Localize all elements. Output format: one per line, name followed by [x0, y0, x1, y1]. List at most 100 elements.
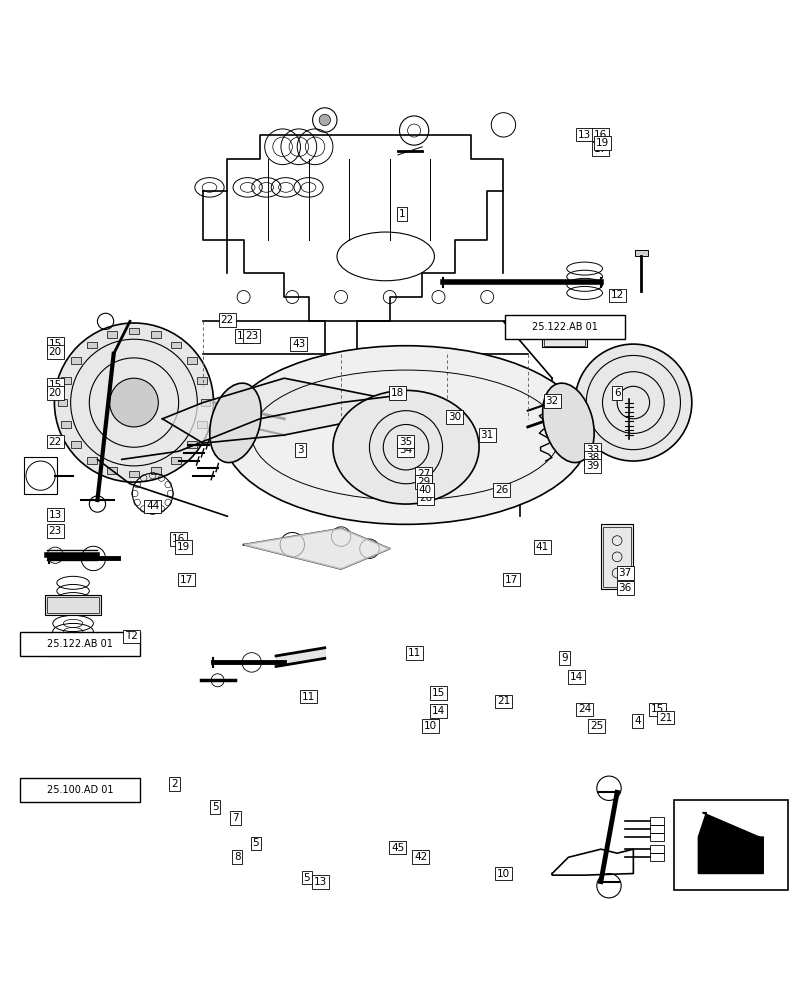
Text: 41: 41: [535, 542, 548, 552]
Text: 29: 29: [417, 477, 430, 487]
Bar: [20, 778, 140, 802]
Bar: [649, 833, 663, 841]
Text: 25.122.AB 01: 25.122.AB 01: [531, 322, 598, 332]
Text: 7: 7: [232, 813, 238, 823]
Text: 11: 11: [302, 692, 315, 702]
Polygon shape: [243, 528, 389, 569]
Text: 17: 17: [180, 575, 193, 585]
Bar: [45, 636, 101, 656]
Text: 6: 6: [613, 388, 620, 398]
Text: 38: 38: [586, 453, 599, 463]
Bar: [61, 421, 71, 428]
Bar: [45, 595, 101, 615]
Text: 1: 1: [398, 209, 405, 219]
Bar: [551, 420, 572, 435]
Text: 16: 16: [172, 534, 185, 544]
FancyBboxPatch shape: [673, 800, 787, 890]
Polygon shape: [162, 378, 406, 443]
Bar: [20, 632, 140, 656]
Bar: [58, 399, 67, 406]
Bar: [107, 331, 117, 338]
Text: 23: 23: [245, 331, 258, 341]
Text: 12: 12: [610, 290, 623, 300]
Bar: [187, 441, 196, 448]
Text: T2: T2: [125, 631, 138, 641]
Text: 14: 14: [569, 672, 582, 682]
Text: 25.122.AB 01: 25.122.AB 01: [47, 639, 114, 649]
Bar: [71, 441, 81, 448]
Bar: [61, 377, 71, 384]
Text: 26: 26: [495, 485, 508, 495]
Text: 30: 30: [448, 412, 461, 422]
Bar: [649, 817, 663, 825]
Text: 10: 10: [423, 721, 436, 731]
Text: 14: 14: [237, 331, 250, 341]
Bar: [107, 467, 117, 474]
Text: 11: 11: [407, 648, 420, 658]
Ellipse shape: [209, 383, 261, 463]
Text: 13: 13: [49, 510, 62, 520]
Text: 22: 22: [49, 437, 62, 447]
Text: 2: 2: [171, 779, 178, 789]
Bar: [87, 457, 97, 464]
Text: 16: 16: [594, 130, 607, 140]
Polygon shape: [697, 813, 762, 874]
Text: 37: 37: [618, 568, 631, 578]
Bar: [649, 845, 663, 853]
Bar: [200, 399, 210, 406]
Text: 31: 31: [480, 430, 493, 440]
Text: 15: 15: [49, 380, 62, 390]
Bar: [504, 315, 624, 339]
Bar: [129, 328, 139, 334]
Text: 10: 10: [496, 869, 509, 879]
Bar: [151, 467, 161, 474]
Circle shape: [54, 323, 213, 482]
Text: 15: 15: [650, 704, 663, 714]
Bar: [47, 597, 99, 613]
Bar: [542, 331, 586, 347]
Bar: [197, 377, 207, 384]
Text: 18: 18: [391, 388, 404, 398]
Bar: [171, 342, 181, 348]
Bar: [543, 333, 585, 346]
Text: 13: 13: [577, 130, 590, 140]
Ellipse shape: [333, 390, 478, 504]
Text: 25: 25: [590, 721, 603, 731]
Bar: [634, 250, 647, 256]
Bar: [87, 342, 97, 348]
Text: 5: 5: [303, 873, 310, 883]
Text: 19: 19: [595, 138, 608, 148]
Bar: [71, 357, 81, 364]
Text: 20: 20: [49, 347, 62, 357]
Bar: [129, 471, 139, 477]
Text: 5: 5: [212, 802, 218, 812]
Text: 39: 39: [586, 461, 599, 471]
Text: 34: 34: [399, 445, 412, 455]
Text: 45: 45: [391, 843, 404, 853]
Text: 21: 21: [659, 713, 672, 723]
Text: 21: 21: [496, 696, 509, 706]
Bar: [649, 853, 663, 861]
Bar: [151, 331, 161, 338]
Text: 36: 36: [618, 583, 631, 593]
Text: 27: 27: [417, 469, 430, 479]
Text: 9: 9: [560, 653, 567, 663]
Text: 23: 23: [49, 526, 62, 536]
Circle shape: [319, 114, 330, 126]
Text: 40: 40: [418, 485, 431, 495]
Bar: [551, 453, 572, 468]
Text: 15: 15: [431, 688, 444, 698]
Text: 17: 17: [594, 144, 607, 154]
Text: 14: 14: [431, 706, 444, 716]
Ellipse shape: [542, 383, 594, 463]
Text: 5: 5: [252, 838, 259, 848]
Ellipse shape: [223, 346, 588, 524]
Bar: [600, 524, 633, 589]
Text: 8: 8: [234, 852, 240, 862]
Text: 20: 20: [49, 388, 62, 398]
Bar: [187, 357, 196, 364]
Text: 28: 28: [418, 493, 431, 503]
Circle shape: [109, 378, 158, 427]
Text: 44: 44: [146, 501, 159, 511]
Bar: [47, 638, 99, 653]
